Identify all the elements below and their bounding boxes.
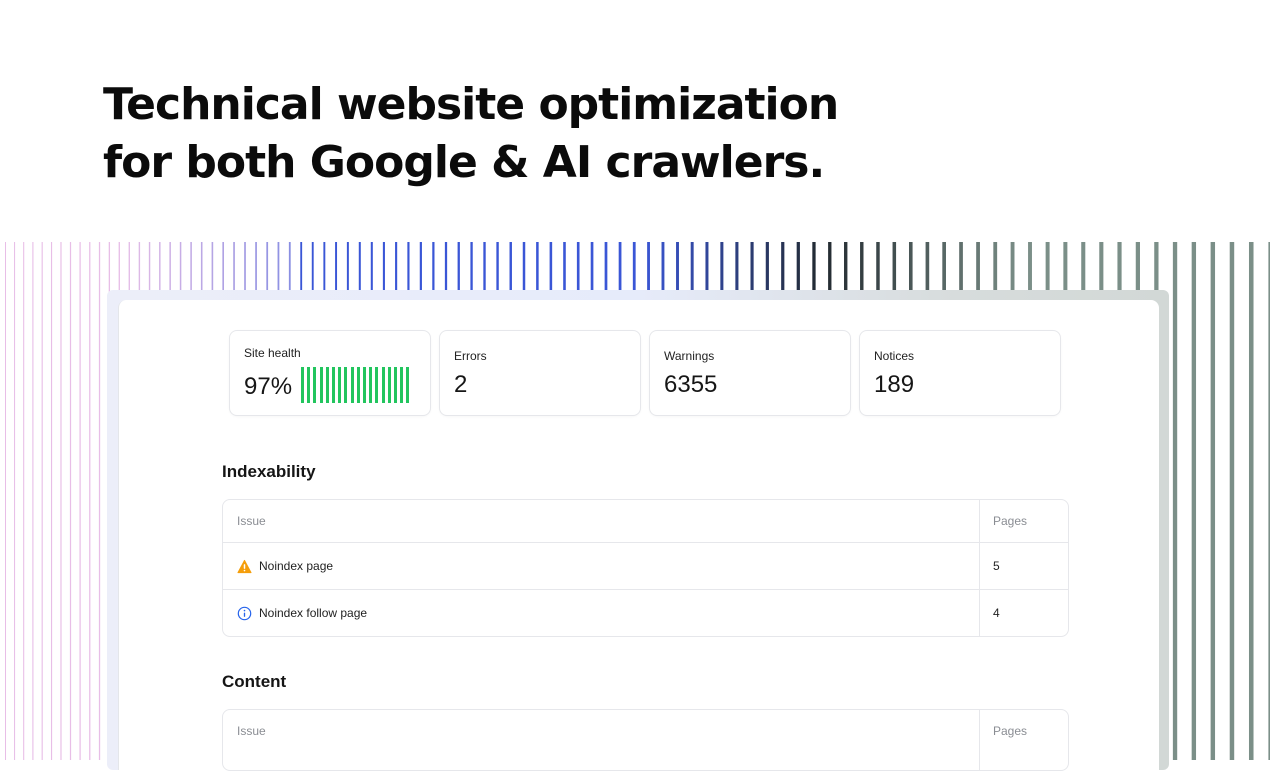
health-tick — [400, 367, 404, 403]
health-tick — [356, 367, 360, 403]
stripe — [23, 242, 25, 760]
stripe — [1210, 242, 1216, 760]
stripe — [1268, 242, 1270, 760]
errors-label: Errors — [454, 349, 487, 363]
health-tick — [301, 367, 304, 403]
stripe — [89, 242, 91, 760]
content-table: Issue Pages — [222, 709, 1069, 771]
stripe — [98, 242, 101, 760]
health-tick — [344, 367, 348, 403]
info-icon — [237, 606, 252, 620]
health-tick — [332, 367, 335, 403]
headline-line-2: for both Google & AI crawlers. — [103, 137, 825, 188]
health-tick — [394, 367, 397, 403]
table-row[interactable]: Noindex follow page 4 — [223, 590, 1068, 636]
column-divider — [979, 500, 980, 636]
pages-count: 4 — [993, 606, 1000, 620]
issue-name: Noindex page — [259, 559, 334, 573]
warning-icon — [237, 559, 252, 573]
health-tick — [381, 367, 385, 403]
health-tick — [363, 367, 366, 403]
headline-line-1: Technical website optimization — [103, 79, 839, 130]
table-header-row: Issue Pages — [223, 500, 1068, 543]
stripe — [5, 242, 7, 760]
errors-value: 2 — [454, 371, 468, 398]
notices-label: Notices — [874, 349, 915, 363]
indexability-table: Issue Pages Noindex page 5 Noindex follo… — [222, 499, 1069, 637]
stripe — [1191, 242, 1197, 760]
health-tick — [338, 367, 342, 403]
pages-count: 5 — [993, 559, 1000, 573]
notices-card[interactable]: Notices 189 — [859, 330, 1061, 416]
warnings-value: 6355 — [664, 371, 718, 398]
stripe — [1248, 242, 1254, 760]
table-row[interactable]: Noindex page 5 — [223, 543, 1068, 590]
pages-column-header[interactable]: Pages — [993, 724, 1028, 738]
table-header-row: Issue Pages — [223, 710, 1068, 752]
indexability-title: Indexability — [222, 462, 316, 481]
health-tick — [406, 367, 410, 403]
health-tick — [375, 367, 379, 403]
health-tick — [350, 367, 354, 403]
stripe — [41, 242, 43, 760]
warnings-card[interactable]: Warnings 6355 — [649, 330, 851, 416]
health-tick — [313, 367, 317, 403]
issue-name: Noindex follow page — [259, 606, 368, 620]
health-tick — [319, 367, 323, 403]
notices-value: 189 — [874, 371, 915, 398]
stripe — [32, 242, 34, 760]
stripe — [60, 242, 62, 760]
issue-column-header[interactable]: Issue — [237, 514, 266, 528]
headline: Technical website optimization for both … — [103, 76, 839, 192]
stripe — [50, 242, 53, 760]
content-title: Content — [222, 672, 287, 691]
site-health-value: 97% — [244, 373, 293, 400]
pages-column-header[interactable]: Pages — [993, 514, 1028, 528]
health-tick — [307, 367, 311, 403]
site-health-bar — [301, 367, 413, 403]
health-tick — [369, 367, 373, 403]
stripe — [79, 242, 81, 760]
stripe — [69, 242, 72, 760]
warnings-label: Warnings — [664, 349, 715, 363]
issue-column-header[interactable]: Issue — [237, 724, 266, 738]
site-health-label: Site health — [244, 346, 301, 360]
column-divider — [979, 710, 980, 770]
health-tick — [387, 367, 391, 403]
stripe — [14, 242, 16, 760]
stripe — [1229, 242, 1235, 760]
errors-card[interactable]: Errors 2 — [439, 330, 641, 416]
site-health-card: Site health 97% — [229, 330, 431, 416]
stripe — [1172, 242, 1178, 760]
health-tick — [325, 367, 329, 403]
